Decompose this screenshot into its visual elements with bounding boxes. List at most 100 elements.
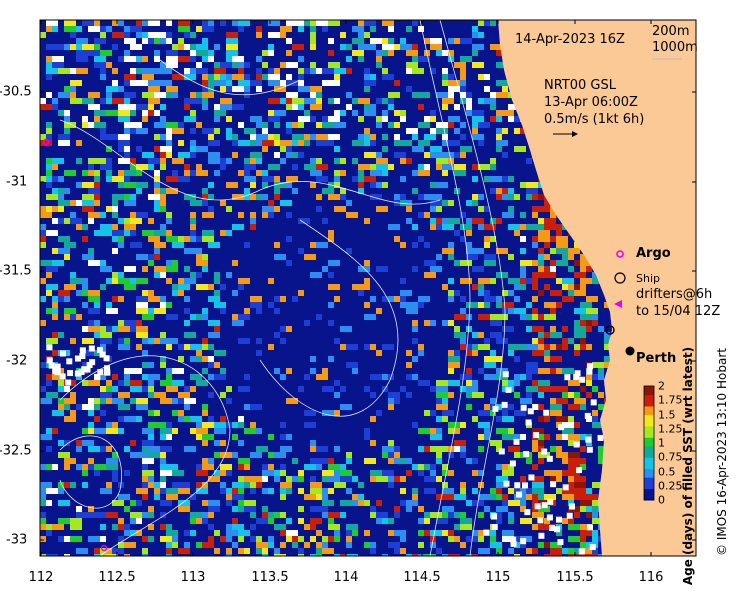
sst-cell (166, 20, 172, 26)
sst-cell (340, 326, 352, 332)
sst-cell (568, 404, 580, 410)
sst-cell (58, 476, 64, 482)
sst-cell (454, 164, 466, 170)
sst-cell (406, 110, 418, 116)
sst-cell (388, 224, 400, 230)
sst-cell (514, 194, 520, 200)
sst-cell (508, 224, 520, 230)
sst-cell (304, 524, 310, 530)
sst-cell (418, 362, 424, 368)
sst-cell (136, 452, 148, 458)
sst-cell (358, 188, 364, 194)
sst-cell (148, 44, 160, 50)
sst-cell (418, 296, 430, 302)
sst-cell (388, 362, 394, 368)
sst-cell (496, 368, 508, 374)
sst-cell (388, 404, 394, 410)
sst-cell (592, 512, 598, 518)
sst-cell (334, 146, 340, 152)
sst-cell (436, 92, 448, 98)
sst-cell (406, 224, 412, 230)
sst-cell (232, 146, 244, 152)
sst-cell (352, 500, 358, 506)
sst-cell (274, 350, 280, 356)
sst-cell (280, 356, 286, 362)
sst-cell (322, 368, 328, 374)
sst-cell (280, 32, 286, 38)
sst-cell (70, 392, 76, 398)
sst-cell (370, 38, 382, 44)
sst-cell (298, 404, 310, 410)
sst-cell (484, 362, 496, 368)
sst-cell (46, 164, 52, 170)
sst-cell (316, 92, 322, 98)
sst-cell (412, 350, 418, 356)
sst-cell (418, 26, 424, 32)
sst-cell (70, 524, 82, 530)
sst-cell (292, 416, 298, 422)
sst-cell (280, 458, 286, 464)
sst-cell (490, 242, 502, 248)
colorbar-segment (644, 434, 654, 438)
sst-cell (418, 506, 424, 512)
sst-cell (490, 116, 496, 122)
sst-cell (118, 134, 130, 140)
sst-cell (466, 536, 472, 542)
sst-cell (160, 524, 166, 530)
sst-cell (166, 188, 178, 194)
sst-cell (550, 542, 562, 548)
sst-cell (160, 92, 166, 98)
sst-cell (118, 500, 124, 506)
sst-cell (412, 56, 418, 62)
sst-cell (586, 494, 598, 500)
sst-cell (142, 404, 148, 410)
sst-cell (490, 188, 496, 194)
sst-cell (94, 170, 100, 176)
sst-cell (124, 482, 130, 488)
sst-cell (238, 470, 250, 476)
sst-cell (274, 176, 280, 182)
sst-cell (214, 344, 226, 350)
sst-cell (136, 416, 142, 422)
sst-cell (400, 248, 406, 254)
sst-cell (376, 164, 388, 170)
sst-cell (208, 50, 214, 56)
sst-cell (70, 176, 76, 182)
sst-cell (280, 224, 286, 230)
sst-cell (286, 176, 298, 182)
sst-cell (418, 428, 430, 434)
sst-cell (304, 134, 310, 140)
sst-cell (64, 416, 76, 422)
sst-cell (472, 116, 478, 122)
sst-cell (208, 392, 214, 398)
sst-cell (274, 308, 280, 314)
sst-cell (358, 44, 370, 50)
sst-cell (520, 434, 526, 440)
sst-cell (286, 434, 292, 440)
sst-cell-missing (503, 480, 510, 487)
sst-cell (580, 266, 586, 272)
sst-cell (598, 374, 604, 380)
sst-cell (394, 44, 400, 50)
sst-cell (412, 536, 424, 542)
sst-cell (328, 98, 334, 104)
sst-cell (490, 68, 496, 74)
sst-cell-missing (483, 529, 490, 536)
sst-cell (166, 554, 172, 556)
sst-cell (124, 416, 136, 422)
sst-cell (148, 422, 154, 428)
y-tick-label: -30.5 (0, 84, 32, 100)
sst-cell (214, 524, 220, 530)
sst-cell (214, 62, 220, 68)
sst-cell (208, 500, 220, 506)
sst-cell (262, 458, 274, 464)
sst-cell (382, 278, 394, 284)
sst-cell (280, 506, 286, 512)
sst-cell (88, 404, 94, 410)
sst-cell (340, 170, 346, 176)
sst-cell (100, 524, 106, 530)
sst-cell (274, 554, 286, 556)
sst-cell (94, 242, 100, 248)
sst-cell (46, 122, 52, 128)
